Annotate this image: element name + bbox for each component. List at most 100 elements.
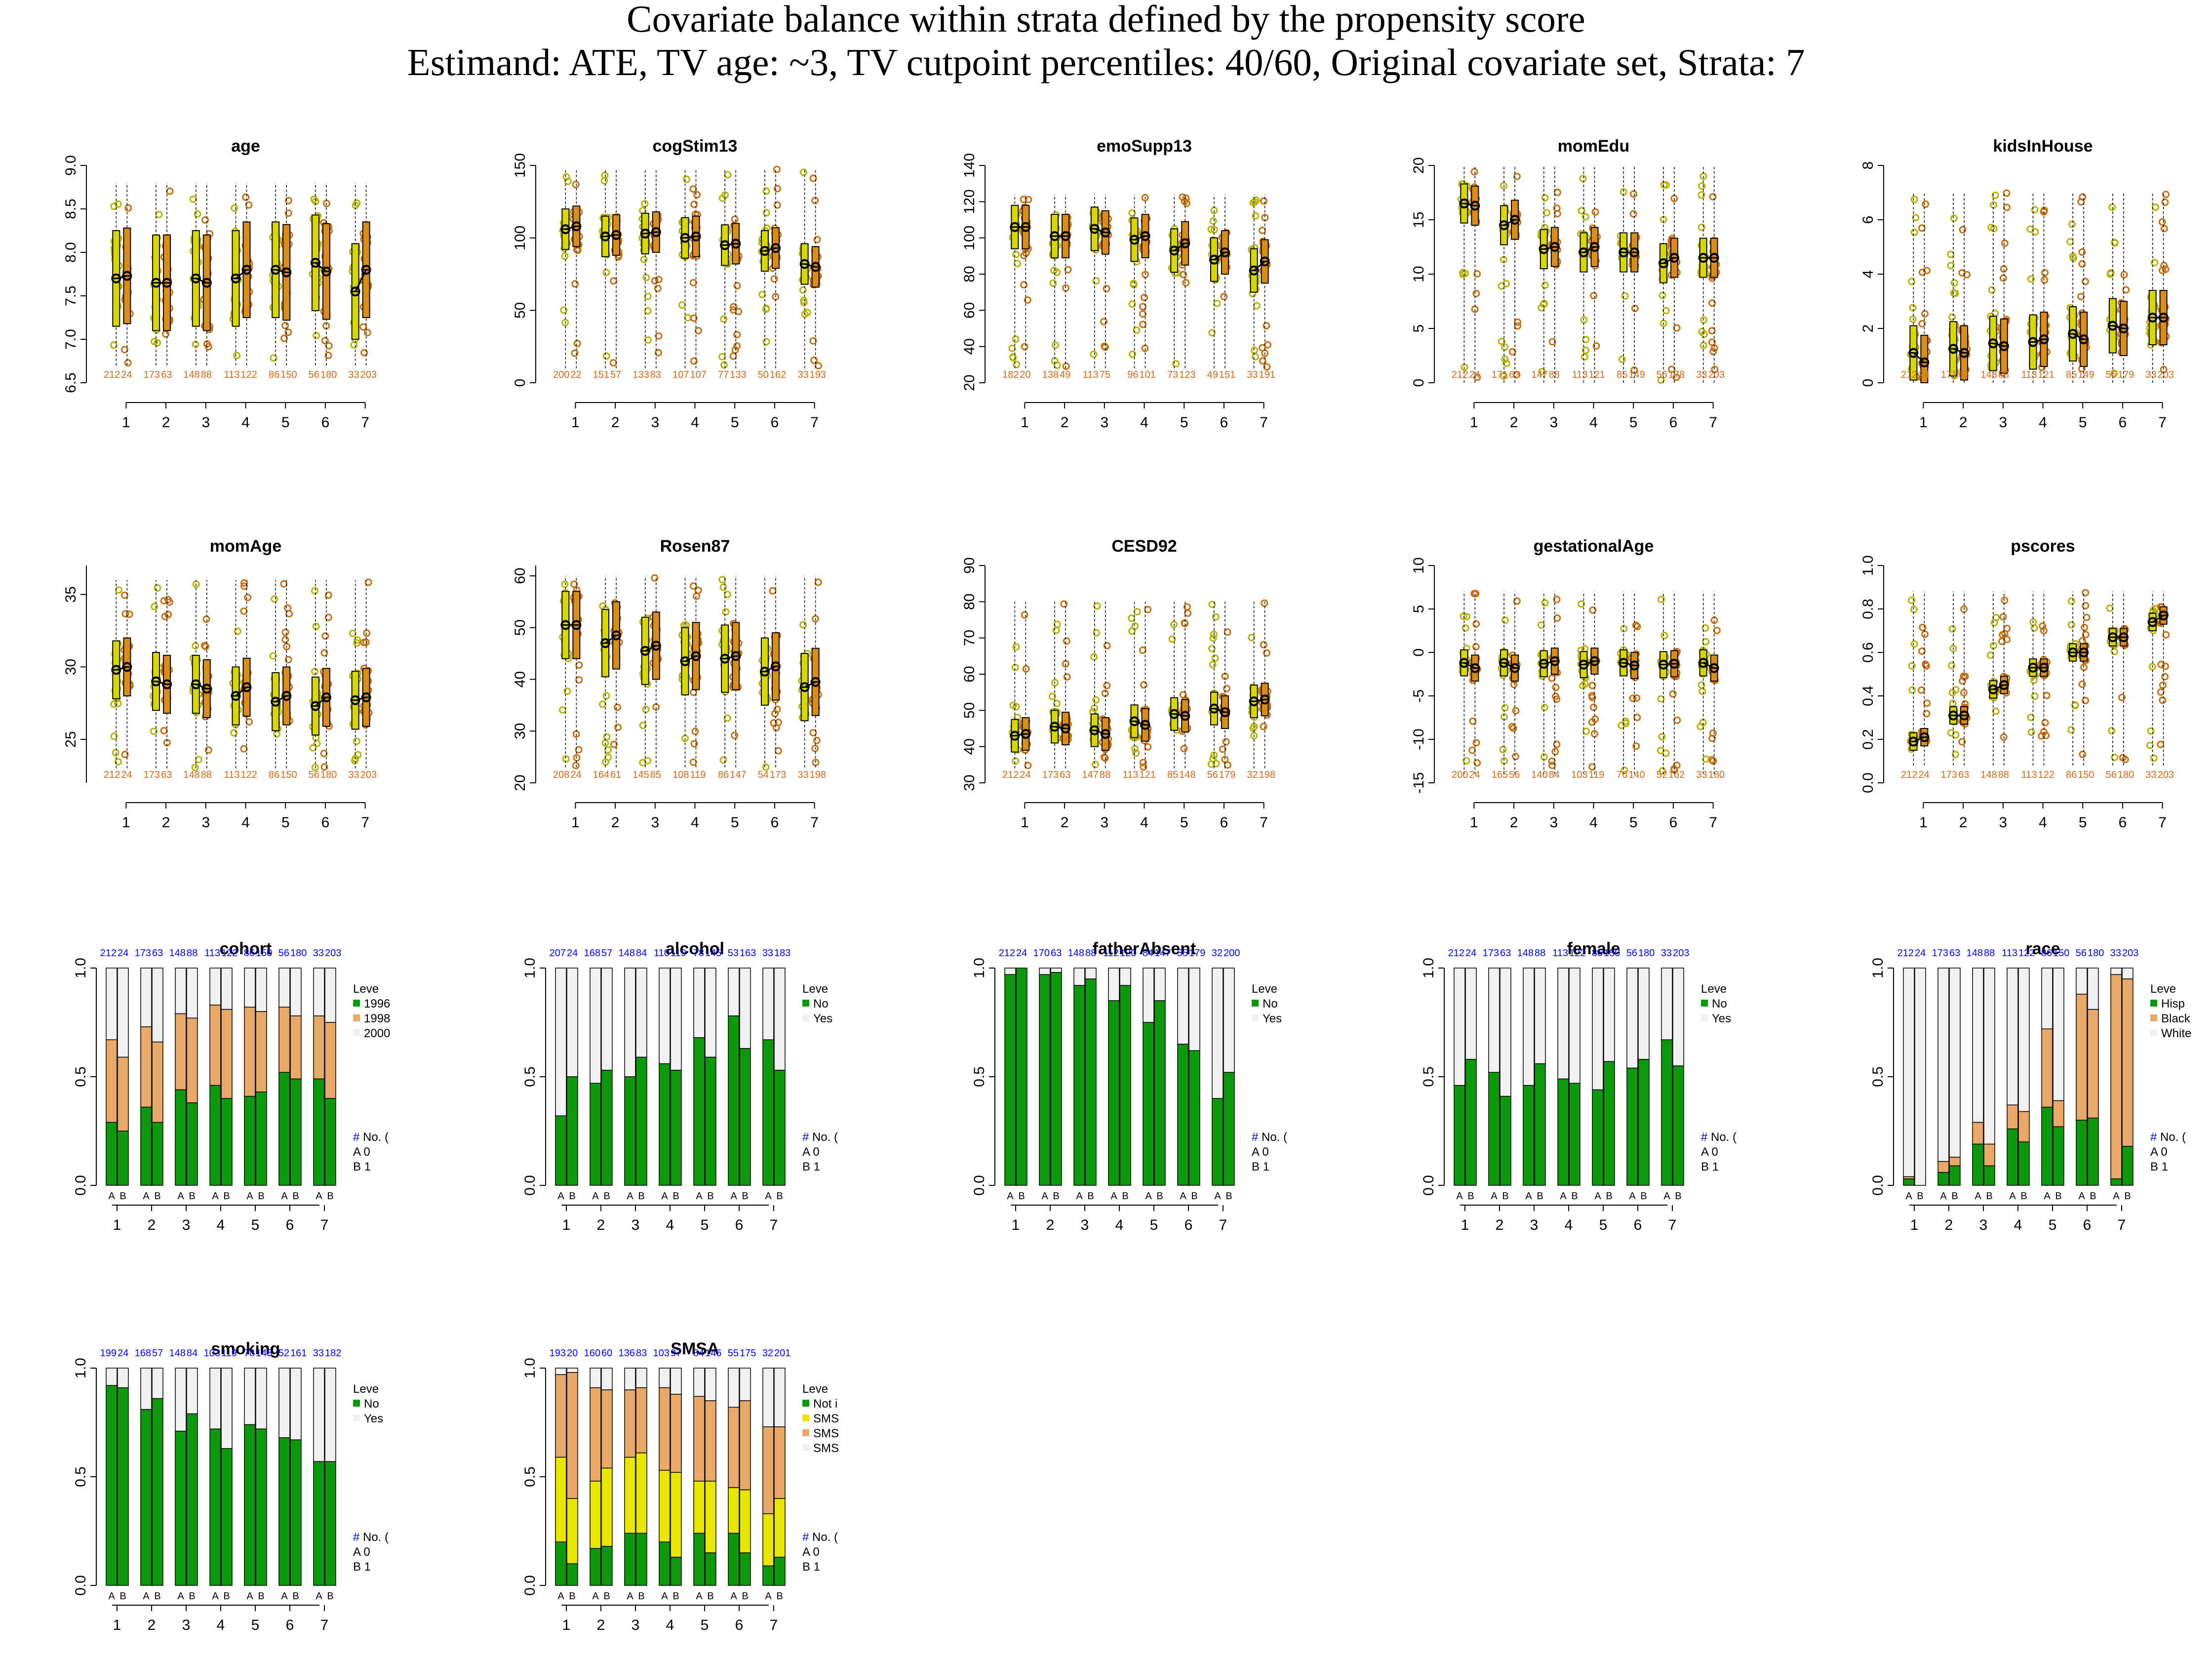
count-label: 151 — [593, 369, 609, 380]
data-point — [1921, 310, 1929, 318]
bar-group-label: B — [672, 1591, 679, 1602]
bar-group-label: B — [2020, 1191, 2027, 1202]
data-point — [1702, 755, 1710, 763]
data-point — [1588, 763, 1596, 771]
data-point — [683, 175, 691, 183]
bar-group-label: A — [108, 1191, 115, 1202]
y-tick-label: 0.0 — [1870, 1175, 1886, 1196]
x-tick-label: 7 — [361, 414, 369, 431]
bar-group-label: A — [177, 1191, 184, 1202]
y-tick-label: 150 — [512, 153, 528, 178]
data-point — [642, 705, 650, 713]
data-point — [1630, 190, 1638, 198]
data-point — [1698, 223, 1705, 231]
x-tick-label: 1 — [1021, 414, 1029, 431]
data-point — [1459, 271, 1467, 279]
data-point — [1209, 217, 1217, 225]
bar-segment — [2110, 1178, 2122, 1186]
bar-segment — [324, 1022, 336, 1099]
bar-segment — [1949, 968, 1961, 1158]
count-label: 56 — [2076, 948, 2087, 959]
data-point — [1013, 260, 1021, 268]
count-label: 73 — [1167, 369, 1178, 380]
footer-a: A 0 — [1252, 1145, 1269, 1159]
x-tick-label: 4 — [241, 414, 250, 431]
count-label: 75 — [1100, 369, 1110, 380]
data-point — [769, 587, 777, 595]
count-label: 103 — [1571, 769, 1587, 780]
mean-marker — [1129, 235, 1140, 245]
bar-group-label: A — [246, 1191, 253, 1202]
count-label: 63 — [152, 948, 163, 959]
data-point — [1182, 279, 1190, 286]
legend-swatch — [1252, 1014, 1259, 1021]
data-point — [312, 734, 320, 742]
bar-segment — [1004, 974, 1016, 1186]
x-tick-label: 5 — [251, 1217, 260, 1233]
data-point — [799, 286, 807, 294]
count-label: 182 — [1002, 369, 1019, 380]
bar-group-label: A — [592, 1591, 599, 1602]
data-point — [124, 359, 132, 367]
data-point — [1621, 717, 1629, 725]
count-label: 145 — [632, 769, 649, 780]
count-label: 119 — [671, 948, 686, 959]
bar-group-label: B — [1951, 1191, 1958, 1202]
bar-segment — [324, 1098, 336, 1186]
data-point — [2038, 732, 2046, 740]
y-tick-label: 50 — [961, 702, 978, 719]
x-tick-label: 3 — [1081, 1217, 1089, 1233]
bar-segment — [670, 1070, 682, 1186]
bar-segment — [762, 1426, 774, 1514]
y-tick-label: 30 — [512, 723, 528, 739]
footer-a: A 0 — [2150, 1145, 2168, 1159]
count-label: 33 — [762, 948, 773, 959]
bar-segment — [255, 968, 267, 1012]
mean-marker — [162, 679, 172, 689]
count-label: 32 — [1247, 769, 1258, 780]
bar-segment — [624, 1389, 636, 1458]
bar-group-label: A — [1214, 1191, 1221, 1202]
bar-group-label: A — [661, 1191, 668, 1202]
data-point — [1907, 596, 1915, 604]
x-tick-label: 7 — [1709, 814, 1717, 831]
count-label: 180 — [290, 948, 307, 959]
data-point — [312, 622, 320, 630]
mean-marker — [1209, 703, 1219, 714]
mean-marker — [571, 221, 582, 232]
mean-marker — [2107, 321, 2118, 331]
mean-marker — [1959, 348, 1970, 358]
data-point — [2106, 604, 2114, 612]
data-point — [1064, 266, 1072, 274]
count-label: 63 — [161, 769, 172, 780]
data-point — [598, 700, 606, 708]
x-tick-label: 2 — [611, 814, 620, 831]
data-point — [1501, 616, 1509, 624]
data-point — [718, 353, 726, 361]
data-point — [1580, 353, 1588, 361]
footer-b: B 1 — [802, 1160, 820, 1173]
data-point — [1131, 745, 1139, 753]
data-point — [1012, 757, 1020, 765]
data-point — [1513, 172, 1521, 180]
mean-line — [1543, 660, 1555, 665]
mean-marker — [1510, 215, 1520, 225]
count-label: 33 — [1247, 369, 1258, 380]
footer-count-label: No. ( — [812, 1131, 838, 1144]
bar-segment — [670, 1394, 682, 1473]
data-point — [2003, 189, 2011, 197]
bar-segment — [590, 1387, 601, 1482]
x-tick-label: 2 — [162, 414, 170, 431]
data-point — [124, 204, 132, 212]
bar-segment — [1592, 968, 1604, 1091]
bar-group-label: A — [557, 1591, 564, 1602]
mean-marker — [151, 676, 161, 687]
bar-group-label: B — [672, 1191, 679, 1202]
data-point — [320, 763, 328, 771]
count-label: 57 — [152, 1348, 163, 1359]
count-label: 212 — [1448, 948, 1464, 959]
y-tick-label: 5 — [1411, 324, 1427, 333]
x-tick-label: 5 — [1180, 414, 1188, 431]
x-tick-label: 2 — [1510, 414, 1518, 431]
